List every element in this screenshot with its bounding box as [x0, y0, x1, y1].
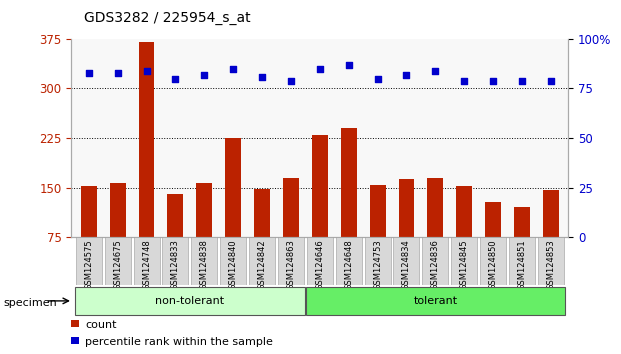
FancyBboxPatch shape [134, 237, 160, 285]
Text: GSM124833: GSM124833 [171, 239, 180, 290]
Point [199, 72, 209, 78]
Bar [81, 186, 97, 237]
FancyBboxPatch shape [451, 237, 477, 285]
Text: GSM124753: GSM124753 [373, 239, 382, 290]
FancyBboxPatch shape [104, 237, 130, 285]
Text: GSM124863: GSM124863 [286, 239, 296, 290]
Point [315, 66, 325, 72]
Text: non-tolerant: non-tolerant [155, 296, 224, 306]
Point [228, 66, 238, 72]
Bar [369, 185, 386, 237]
Bar [427, 178, 443, 237]
Text: GSM124840: GSM124840 [229, 239, 238, 290]
Bar [283, 178, 299, 237]
FancyBboxPatch shape [538, 237, 564, 285]
Point [170, 76, 180, 81]
FancyBboxPatch shape [75, 287, 305, 315]
Point [84, 70, 94, 75]
Bar [138, 42, 155, 237]
FancyBboxPatch shape [509, 237, 535, 285]
Text: GSM124850: GSM124850 [489, 239, 497, 290]
Point [286, 78, 296, 84]
FancyBboxPatch shape [278, 237, 304, 285]
FancyBboxPatch shape [191, 237, 217, 285]
Text: GSM124845: GSM124845 [460, 239, 469, 290]
Point [257, 74, 267, 79]
Text: GSM124675: GSM124675 [113, 239, 122, 290]
Text: percentile rank within the sample: percentile rank within the sample [85, 337, 273, 347]
Bar [543, 190, 559, 237]
Text: GSM124836: GSM124836 [431, 239, 440, 290]
Bar [254, 189, 270, 237]
Point [373, 76, 383, 81]
Bar [514, 207, 530, 237]
Point [112, 70, 122, 75]
Point [402, 72, 412, 78]
Point [546, 78, 556, 84]
FancyBboxPatch shape [307, 237, 333, 285]
Point [344, 62, 354, 68]
Point [430, 68, 440, 74]
FancyBboxPatch shape [422, 237, 448, 285]
Point [142, 68, 152, 74]
Text: GSM124834: GSM124834 [402, 239, 411, 290]
FancyBboxPatch shape [480, 237, 506, 285]
Text: GSM124648: GSM124648 [344, 239, 353, 290]
FancyBboxPatch shape [163, 237, 188, 285]
Bar [485, 202, 501, 237]
Text: GSM124842: GSM124842 [258, 239, 266, 290]
Bar [225, 138, 241, 237]
FancyBboxPatch shape [394, 237, 419, 285]
Text: count: count [85, 320, 117, 330]
Text: GSM124851: GSM124851 [517, 239, 527, 290]
Text: GSM124748: GSM124748 [142, 239, 151, 290]
Point [488, 78, 498, 84]
Bar [312, 135, 328, 237]
Point [460, 78, 469, 84]
Text: GSM124838: GSM124838 [200, 239, 209, 290]
Text: GDS3282 / 225954_s_at: GDS3282 / 225954_s_at [84, 11, 250, 25]
FancyBboxPatch shape [220, 237, 246, 285]
Text: GSM124646: GSM124646 [315, 239, 324, 290]
FancyBboxPatch shape [249, 237, 275, 285]
Text: tolerant: tolerant [414, 296, 458, 306]
Point [517, 78, 527, 84]
Bar [456, 185, 472, 237]
Bar [110, 183, 125, 237]
FancyBboxPatch shape [336, 237, 361, 285]
Bar [399, 179, 414, 237]
Text: specimen: specimen [3, 298, 57, 308]
FancyBboxPatch shape [76, 237, 102, 285]
Bar [168, 194, 183, 237]
FancyBboxPatch shape [306, 287, 564, 315]
Bar [196, 183, 212, 237]
Bar [341, 128, 356, 237]
Text: GSM124853: GSM124853 [546, 239, 555, 290]
FancyBboxPatch shape [365, 237, 391, 285]
Text: GSM124575: GSM124575 [84, 239, 93, 290]
